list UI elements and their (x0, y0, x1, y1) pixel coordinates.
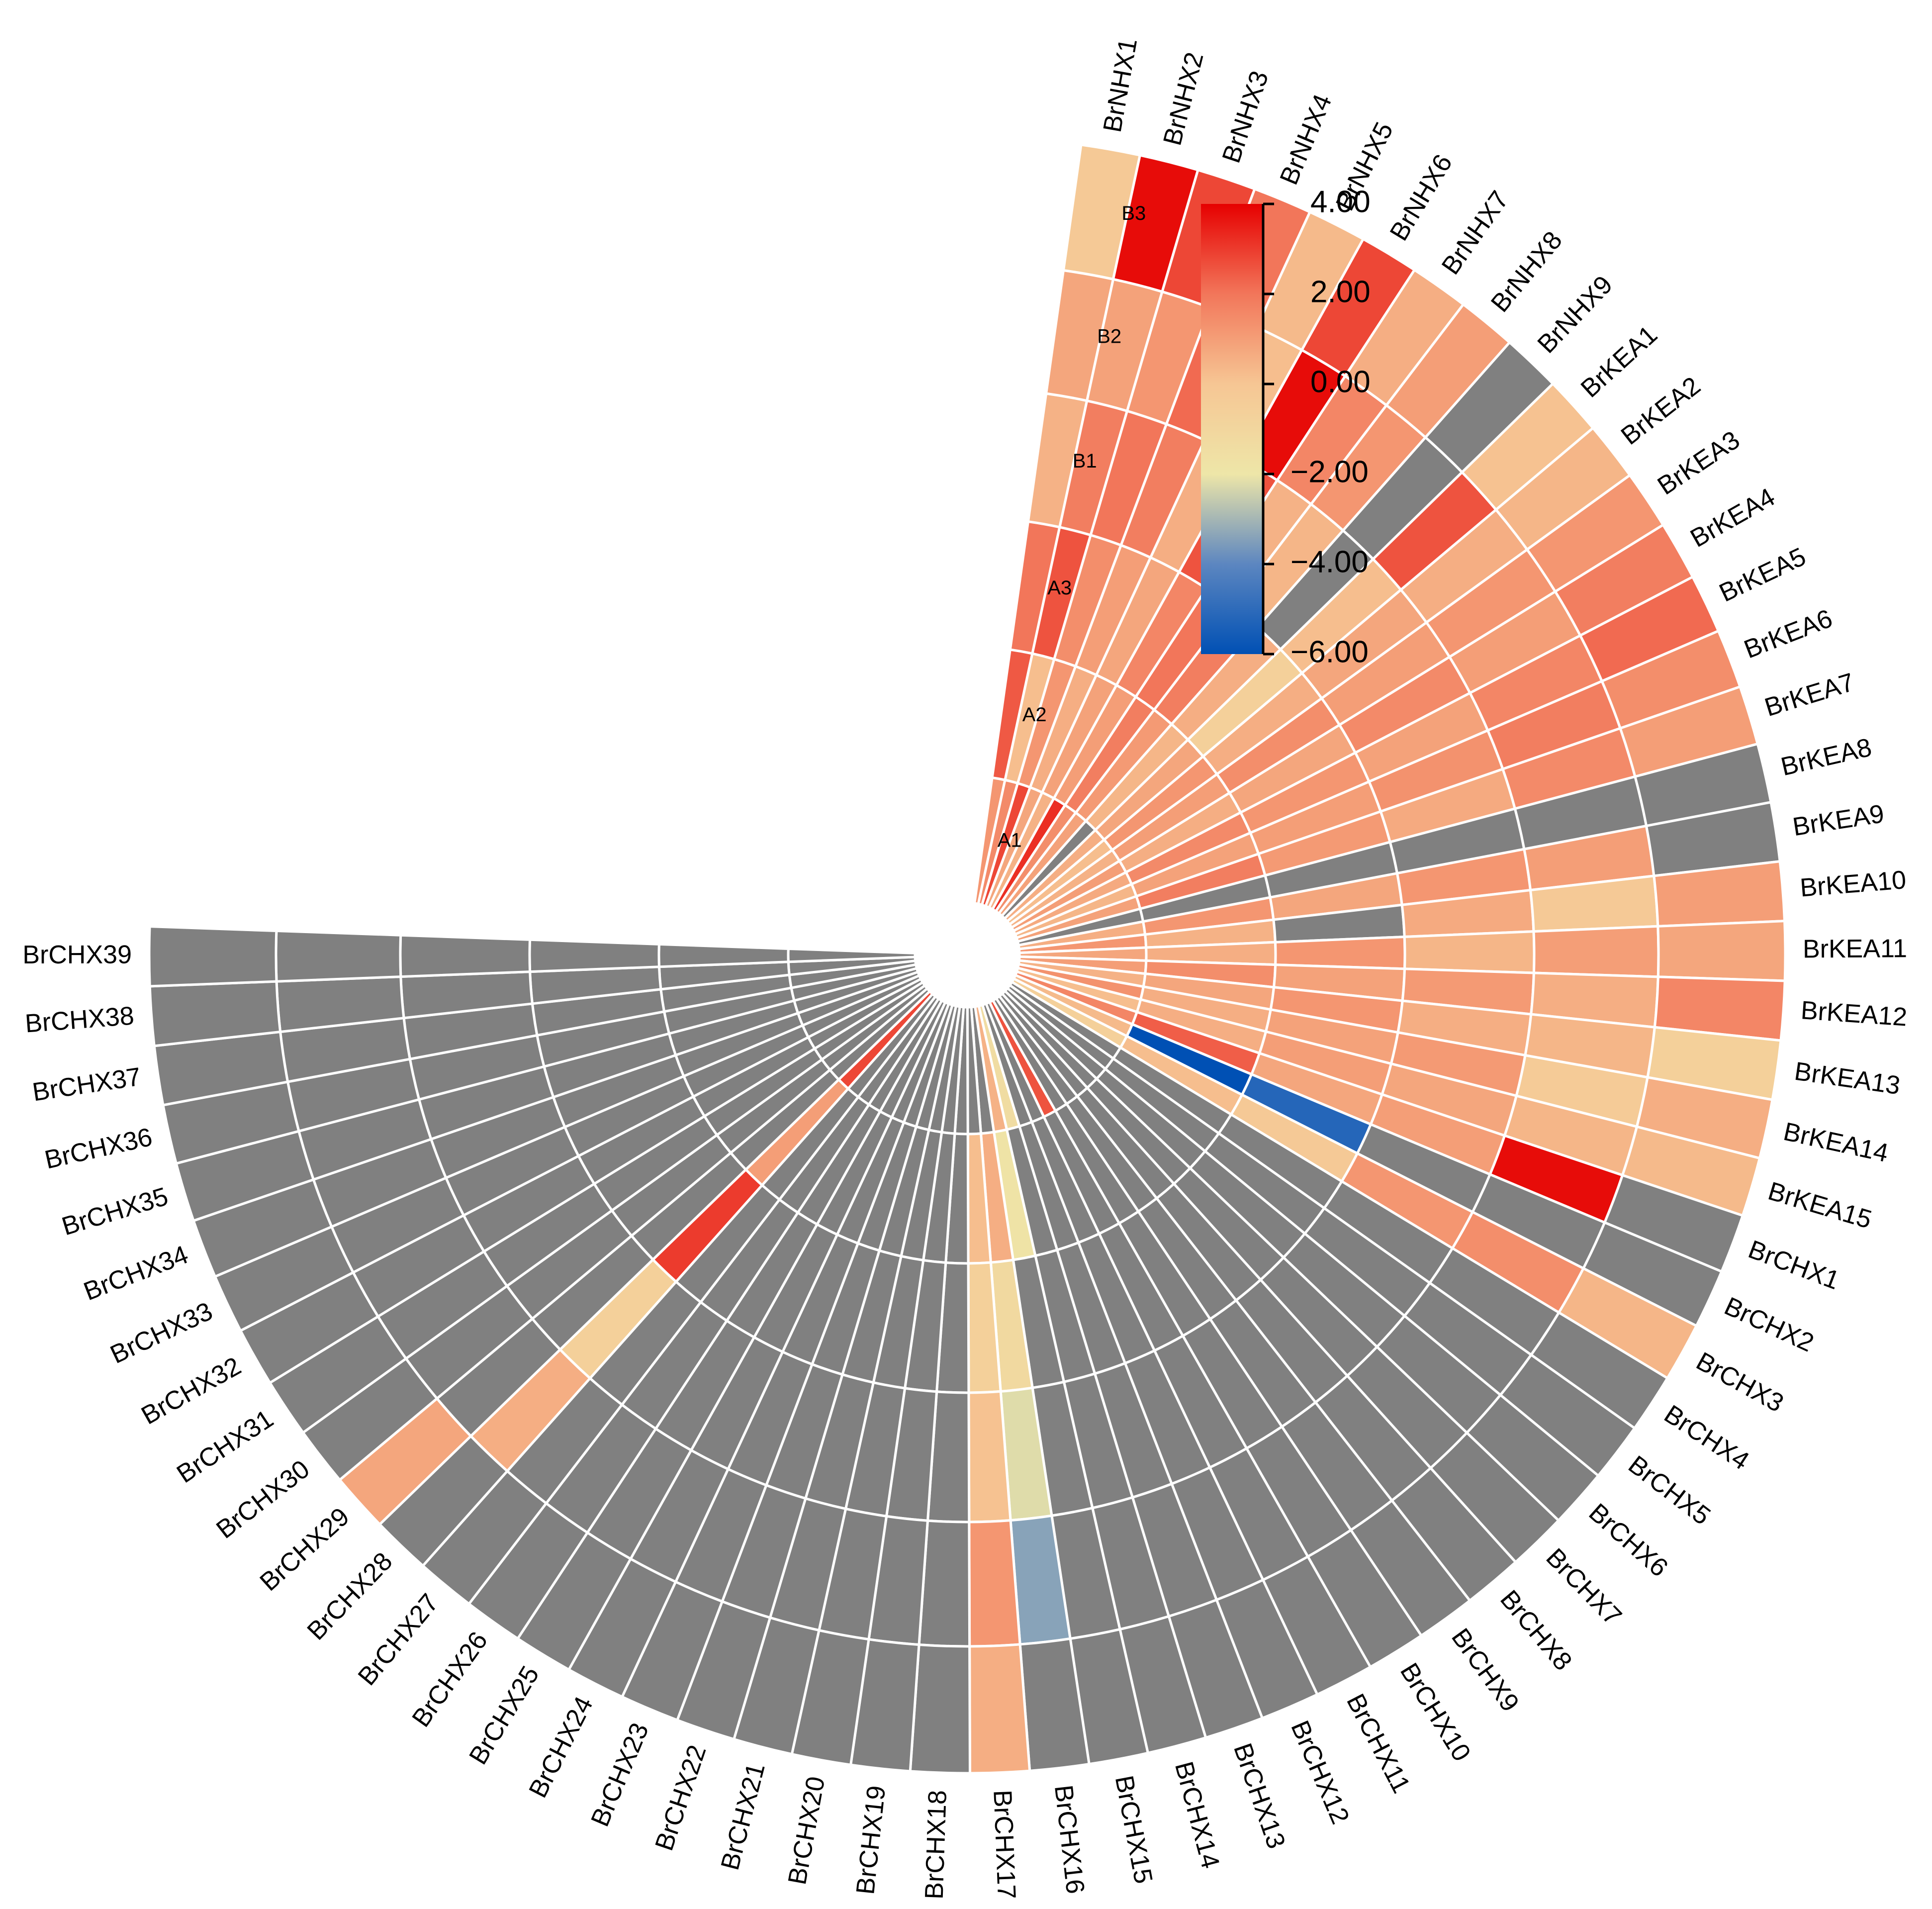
color-scale-bar (1201, 204, 1263, 654)
heatmap-cell-brkea11-b2 (1532, 925, 1660, 978)
gene-label-brchx12: BrCHX12 (1285, 1717, 1355, 1828)
sample-ring-labels: A1 A2 A3 B1 B2 B3 (998, 202, 1146, 852)
gene-label-brkea8: BrKEA8 (1778, 733, 1874, 782)
gene-label-brkea7: BrKEA7 (1761, 668, 1858, 722)
heatmap-cell-brchx39-a2 (657, 943, 790, 968)
gene-label-brchx15: BrCHX15 (1109, 1773, 1158, 1886)
gene-label-brchx4: BrCHX4 (1659, 1400, 1754, 1476)
gene-label-brkea12: BrKEA12 (1800, 996, 1908, 1032)
gene-label-brkea4: BrKEA4 (1686, 482, 1780, 553)
heatmap-cell-brchx39-b2 (275, 929, 402, 983)
heatmap-cell-brkea11-b1 (1403, 930, 1536, 974)
gene-label-brkea11: BrKEA11 (1803, 934, 1907, 963)
gene-label-brkea6: BrKEA6 (1740, 604, 1836, 664)
gene-label-brchx11: BrCHX11 (1341, 1689, 1416, 1798)
gene-label-brchx7: BrCHX7 (1541, 1543, 1628, 1631)
gene-label-brchx29: BrCHX29 (255, 1502, 355, 1597)
gene-label-brchx10: BrCHX10 (1394, 1658, 1476, 1766)
gene-label-brchx25: BrCHX25 (463, 1661, 545, 1770)
gene-label-brchx9: BrCHX9 (1446, 1623, 1525, 1718)
heatmap-cell-brchx18-b3 (909, 1643, 971, 1775)
heatmap-cell-brkea11-a3 (1274, 935, 1406, 970)
gene-label-brkea1: BrKEA1 (1575, 320, 1663, 403)
color-scale-tick-label: 4.00 (1310, 185, 1371, 219)
gene-label-brchx34: BrCHX34 (80, 1240, 192, 1306)
color-scale-tick-label: 0.00 (1310, 365, 1371, 399)
gene-label-brkea5: BrKEA5 (1715, 542, 1810, 608)
gene-label-brnhx2: BrNHX2 (1158, 49, 1209, 148)
gene-label-brchx31: BrCHX31 (172, 1404, 278, 1489)
gene-label-brkea13: BrKEA13 (1793, 1057, 1902, 1101)
gene-label-brchx14: BrCHX14 (1169, 1759, 1225, 1872)
gene-label-brchx5: BrCHX5 (1623, 1450, 1716, 1530)
gene-label-brnhx6: BrNHX6 (1384, 150, 1458, 246)
color-scale-tick-label: −6.00 (1290, 635, 1369, 669)
sample-label-a3: A3 (1047, 577, 1072, 599)
gene-label-brchx8: BrCHX8 (1494, 1585, 1577, 1676)
gene-label-brchx26: BrCHX26 (406, 1626, 493, 1732)
heatmap-cell-brchx39-b1 (399, 934, 532, 978)
gene-label-brchx3: BrCHX3 (1691, 1346, 1788, 1418)
gene-label-brchx20: BrCHX20 (783, 1774, 830, 1887)
gene-label-brchx36: BrCHX36 (42, 1123, 155, 1175)
gene-label-brnhx1: BrNHX1 (1098, 36, 1143, 135)
gene-label-brchx19: BrCHX19 (851, 1784, 891, 1896)
gene-label-brchx38: BrCHX38 (24, 1001, 135, 1038)
gene-label-brchx22: BrCHX22 (649, 1741, 712, 1854)
gene-label-brchx6: BrCHX6 (1583, 1498, 1673, 1583)
gene-label-brkea14: BrKEA14 (1781, 1117, 1891, 1168)
gene-label-brchx27: BrCHX27 (353, 1589, 445, 1691)
gene-label-brchx32: BrCHX32 (137, 1351, 246, 1430)
gene-label-brnhx9: BrNHX9 (1532, 270, 1619, 359)
gene-label-brchx13: BrCHX13 (1228, 1739, 1291, 1852)
gene-label-brnhx7: BrNHX7 (1436, 186, 1514, 280)
sample-label-b1: B1 (1073, 450, 1097, 472)
heatmap-cell-brchx17-b3 (968, 1643, 1031, 1775)
heatmap-cells (148, 143, 1787, 1775)
gene-label-brnhx3: BrNHX3 (1217, 67, 1274, 166)
gene-label-brchx21: BrCHX21 (716, 1760, 771, 1873)
gene-label-brchx18: BrCHX18 (920, 1790, 952, 1900)
sample-label-b3: B3 (1121, 202, 1146, 224)
color-scale-tick-label: 2.00 (1310, 275, 1371, 309)
gene-label-brnhx8: BrNHX8 (1485, 226, 1568, 317)
gene-label-brchx37: BrCHX37 (30, 1062, 143, 1107)
color-scale-tick-label: −4.00 (1290, 545, 1369, 579)
gene-label-brkea9: BrKEA9 (1791, 799, 1886, 842)
gene-label-brchx28: BrCHX28 (302, 1547, 398, 1646)
gene-label-brchx24: BrCHX24 (523, 1692, 599, 1803)
gene-label-brkea3: BrKEA3 (1653, 425, 1745, 500)
gene-label-brchx35: BrCHX35 (59, 1182, 172, 1241)
gene-label-brchx33: BrCHX33 (106, 1297, 217, 1369)
color-scale-ticks: 4.00 2.00 0.00 −2.00 −4.00 −6.00 (1263, 185, 1371, 669)
heatmap-cell-brchx39-b3 (148, 925, 278, 988)
gene-label-brkea15: BrKEA15 (1765, 1177, 1875, 1235)
sample-label-b2: B2 (1097, 326, 1121, 348)
heatmap-cell-brchx39-a3 (528, 938, 661, 973)
gene-label-brchx16: BrCHX16 (1049, 1784, 1090, 1896)
sample-label-a2: A2 (1022, 704, 1047, 726)
color-scale-legend: 4.00 2.00 0.00 −2.00 −4.00 −6.00 (1201, 185, 1371, 669)
heatmap-cell-brkea11-b3 (1656, 920, 1787, 982)
color-scale-tick-label: −2.00 (1290, 455, 1369, 489)
gene-label-brchx2: BrCHX2 (1720, 1292, 1818, 1358)
gene-label-brkea2: BrKEA2 (1616, 371, 1706, 451)
gene-label-brchx23: BrCHX23 (585, 1719, 654, 1831)
gene-label-brchx17: BrCHX17 (988, 1789, 1021, 1900)
gene-label-brnhx4: BrNHX4 (1275, 90, 1338, 189)
sample-label-a1: A1 (998, 829, 1022, 851)
gene-label-brchx30: BrCHX30 (211, 1454, 315, 1544)
gene-label-brkea10: BrKEA10 (1799, 865, 1907, 903)
heatmap-cell-brchx17-b2 (968, 1519, 1021, 1648)
gene-label-brchx39: BrCHX39 (22, 941, 132, 969)
gene-label-brchx1: BrCHX1 (1745, 1235, 1843, 1296)
